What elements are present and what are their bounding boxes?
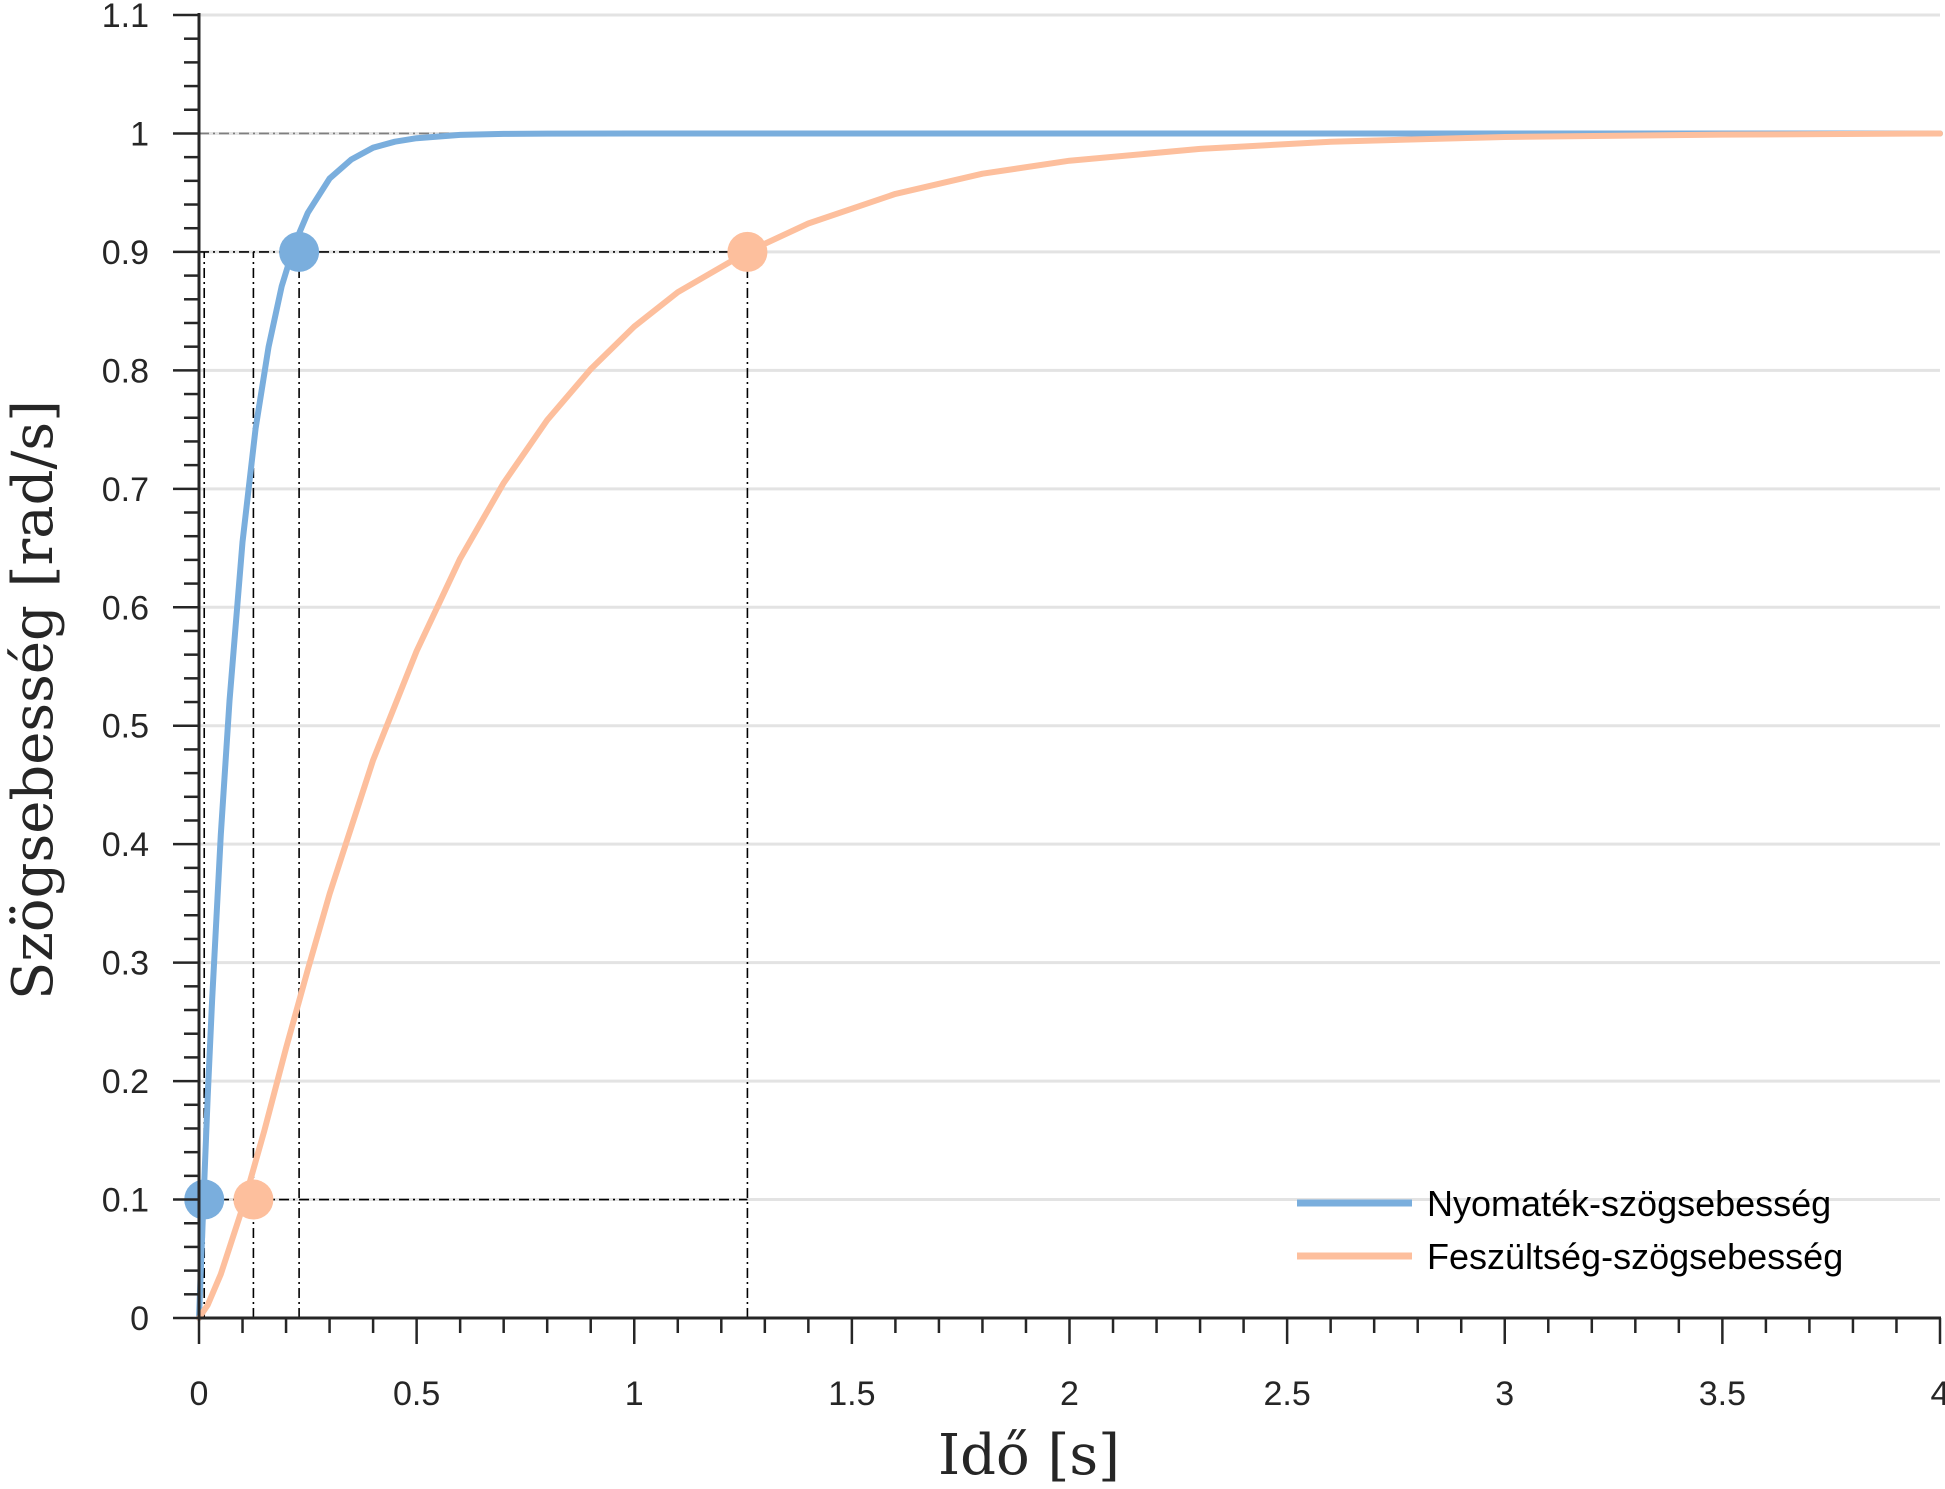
y-tick-label: 0.7 bbox=[102, 471, 149, 509]
x-tick-label: 2 bbox=[1060, 1375, 1079, 1413]
legend-label: Feszültség-szögsebesség bbox=[1427, 1236, 1843, 1277]
y-tick-label: 1.1 bbox=[102, 0, 149, 35]
legend-label: Nyomaték-szögsebesség bbox=[1427, 1183, 1831, 1224]
data-markers bbox=[184, 231, 768, 1220]
y-tick-label: 0.2 bbox=[102, 1063, 149, 1101]
x-tick-label: 4 bbox=[1931, 1375, 1945, 1413]
x-axis-label: Idő [s] bbox=[938, 1423, 1120, 1488]
x-tick-label: 3 bbox=[1495, 1375, 1514, 1413]
x-tick-label: 0.5 bbox=[393, 1375, 440, 1413]
y-tick-label: 1 bbox=[130, 115, 149, 153]
data-marker bbox=[727, 231, 768, 272]
y-tick-label: 0.9 bbox=[102, 234, 149, 272]
x-tick-label: 1.5 bbox=[828, 1375, 875, 1413]
data-marker bbox=[184, 1179, 225, 1220]
y-tick-label: 0.5 bbox=[102, 708, 149, 746]
data-marker bbox=[279, 231, 320, 272]
grid-lines bbox=[199, 13, 1940, 1202]
series-lines bbox=[196, 130, 1943, 1321]
x-tick-label: 0 bbox=[190, 1375, 209, 1413]
data-marker bbox=[233, 1179, 274, 1220]
series-line bbox=[196, 130, 1943, 1321]
y-tick-label: 0 bbox=[130, 1300, 149, 1338]
tick-labels: 0 0.1 0.2 0.3 0.4 0.5 0.6 0.7 0.8 0.9 1 1.1 0 0.5 1 1.5… bbox=[102, 0, 1945, 1413]
y-tick-label: 0.8 bbox=[102, 352, 149, 390]
x-tick-label: 1 bbox=[625, 1375, 644, 1413]
y-tick-label: 0.3 bbox=[102, 945, 149, 983]
y-tick-label: 0.6 bbox=[102, 589, 149, 627]
y-axis-label: Szögsebesség [rad/s] bbox=[1, 400, 66, 1000]
x-tick-label: 3.5 bbox=[1699, 1375, 1746, 1413]
y-tick-label: 0.4 bbox=[102, 826, 149, 864]
y-tick-label: 0.1 bbox=[102, 1182, 149, 1220]
axes bbox=[173, 13, 1942, 1344]
series-line bbox=[196, 130, 1943, 1321]
x-tick-label: 2.5 bbox=[1263, 1375, 1310, 1413]
legend: Nyomaték-szögsebesség Feszültség-szögsebe… bbox=[1297, 1183, 1843, 1277]
